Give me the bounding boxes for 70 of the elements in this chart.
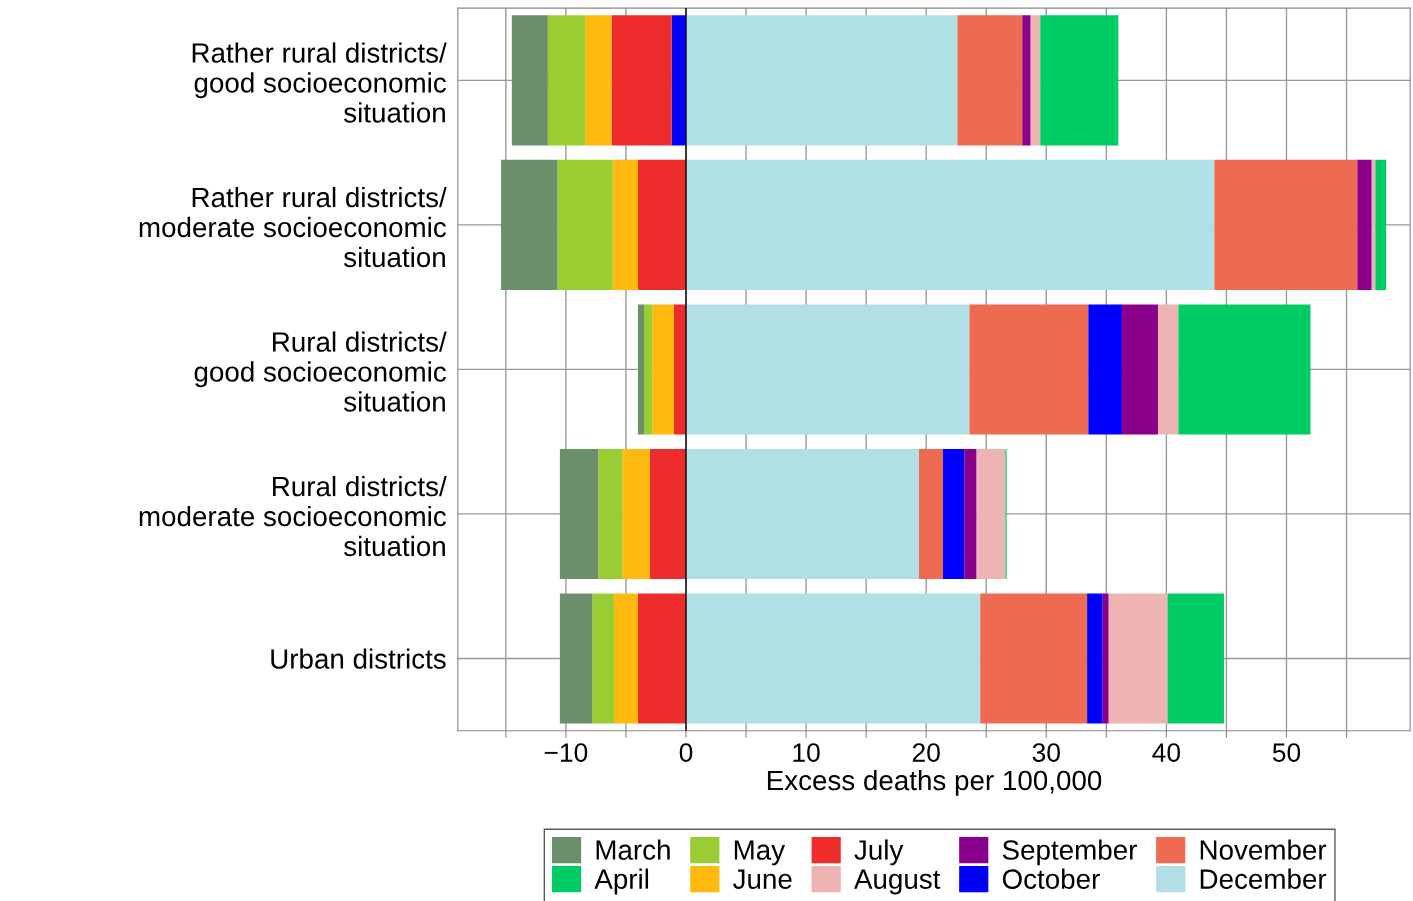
y-tick-label: Urban districts — [271, 648, 446, 669]
bar — [547, 15, 586, 146]
legend-label: October — [1002, 868, 1100, 889]
bar — [1022, 15, 1031, 146]
bar — [592, 593, 614, 724]
legend-label: July — [854, 839, 904, 866]
bar — [585, 15, 612, 146]
bar — [1102, 593, 1109, 724]
legend-label: March — [596, 839, 670, 860]
bar — [637, 159, 686, 290]
bar — [685, 593, 981, 724]
bar — [1087, 593, 1103, 724]
bar — [637, 593, 686, 724]
bar — [685, 448, 919, 579]
bar — [1040, 15, 1119, 146]
x-tick-label: 50 — [1272, 743, 1301, 762]
x-tick-label: 20 — [912, 743, 940, 762]
bar — [1214, 159, 1358, 290]
bar — [1030, 15, 1041, 146]
bar — [649, 448, 686, 579]
legend-label: December — [1200, 868, 1327, 889]
bar — [511, 15, 548, 146]
bar — [637, 304, 644, 435]
bar — [673, 304, 686, 435]
bar — [964, 448, 977, 579]
y-tick-label: Rather rural districts/ moderate socioeconomic situation — [139, 186, 447, 268]
bar — [976, 448, 1006, 579]
bar — [1088, 304, 1122, 435]
bar — [685, 15, 958, 146]
bar — [671, 15, 686, 146]
bar — [643, 304, 653, 435]
bar — [1178, 304, 1311, 435]
bar — [1121, 304, 1158, 435]
bar — [969, 304, 1089, 435]
x-tick-label: 30 — [1032, 743, 1060, 762]
y-tick-label: Rural districts/ good socioeconomic situation — [194, 331, 447, 412]
bar — [612, 159, 638, 290]
bar — [980, 593, 1088, 724]
y-tick-label: Rural districts/ moderate socioeconomic situation — [139, 475, 447, 557]
bar — [559, 448, 599, 579]
bar — [613, 593, 638, 724]
bar — [611, 15, 672, 146]
x-tick-label: −10 — [544, 743, 588, 762]
legend-label: November — [1200, 839, 1327, 860]
bar — [1375, 159, 1387, 290]
x-tick-label: 10 — [793, 743, 820, 762]
x-tick-label: 0 — [679, 743, 693, 762]
x-tick-label: 40 — [1152, 743, 1181, 762]
legend-label: September — [1002, 839, 1137, 866]
x-axis-title: Excess deaths per 100,000 — [767, 769, 1102, 796]
legend-label: April — [594, 868, 649, 895]
bar — [1167, 593, 1225, 724]
bar — [1357, 159, 1372, 290]
legend-label: May — [734, 840, 786, 866]
bar — [1157, 304, 1179, 435]
bar — [598, 448, 623, 579]
bar — [652, 304, 674, 435]
bar — [501, 159, 558, 290]
bar — [957, 15, 1023, 146]
bar — [685, 304, 970, 435]
y-tick-label: Rather rural districts/ good socioeconomic situation — [192, 42, 447, 123]
bar — [559, 593, 593, 724]
bar — [918, 448, 943, 579]
legend-label: August — [854, 869, 941, 895]
bar — [685, 159, 1215, 290]
bar — [1108, 593, 1168, 724]
bar — [943, 448, 965, 579]
bar — [622, 448, 650, 579]
bar — [557, 159, 613, 290]
legend-label: June — [733, 869, 792, 889]
